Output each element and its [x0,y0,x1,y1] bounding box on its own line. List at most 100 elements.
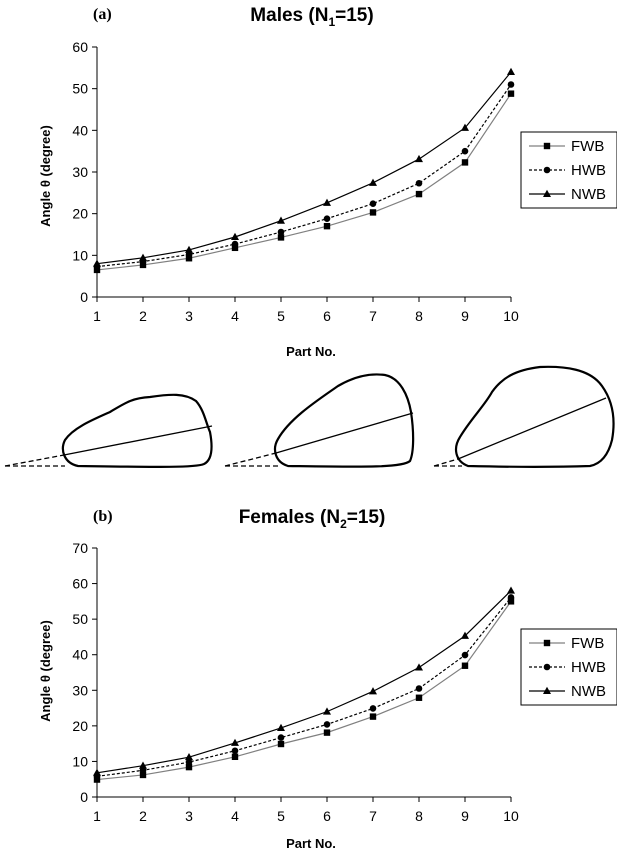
data-point-hwb [369,705,377,712]
legend-label-nwb: NWB [571,683,606,700]
x-tick-label: 8 [415,308,423,324]
x-tick-label: 9 [461,808,469,824]
legend-label-nwb: NWB [571,186,606,203]
data-point-nwb [185,752,193,761]
series-line-hwb [96,84,512,268]
x-tick-label: 3 [185,808,193,824]
y-axis-label-a: Angle θ (degree) [38,125,53,227]
y-tick-label: 30 [72,164,88,180]
extension-dashed [433,458,459,467]
data-point-hwb [323,721,331,728]
data-point-hwb [323,215,331,222]
foot-outline-shape [273,373,415,468]
data-point-fwb [185,255,193,262]
legend-label-hwb: HWB [571,162,606,179]
foot-outline-nwb [433,365,615,468]
x-tick-label: 10 [503,308,519,324]
title-end-a: =15) [335,5,374,26]
ticks-a: 0 10 20 30 40 50 60 1 2 3 4 5 6 7 8 9 10 [72,39,519,324]
title-main-a: Males (N [250,5,328,26]
data-point-fwb [231,753,239,761]
data-point-fwb [415,694,423,701]
data-point-nwb [415,663,423,671]
data-point-hwb [461,147,469,155]
data-point-nwb [231,738,239,746]
y-tick-label: 60 [72,576,88,592]
panel-label-a: (a) [93,6,112,23]
x-axis-label-a: Part No. [286,344,336,359]
legend-label-fwb: FWB [571,635,604,652]
series-b [93,586,515,783]
data-point-fwb [139,261,147,269]
data-point-fwb [507,90,515,97]
x-tick-label: 2 [139,808,147,824]
data-point-fwb [415,190,423,198]
legend-a: FWB HWB NWB [520,131,617,209]
data-point-nwb [323,707,331,715]
legend-marker-nwb [543,189,551,197]
y-tick-label: 20 [72,206,88,222]
y-tick-label: 10 [72,247,88,263]
data-point-nwb [93,768,101,776]
angle-line [275,412,414,454]
y-tick-label: 0 [80,789,88,805]
x-tick-label: 1 [93,808,101,824]
x-tick-label: 7 [369,808,377,824]
y-tick-label: 30 [72,682,88,698]
data-point-nwb [461,631,469,639]
x-tick-label: 4 [231,308,239,324]
data-point-nwb [277,216,285,224]
angle-line [457,397,607,460]
data-point-hwb [461,651,469,659]
title-sub-a: 1 [328,15,335,29]
extension-dashed [4,454,65,467]
foot-outline-shape [61,393,213,468]
data-point-nwb [461,123,469,131]
x-tick-label: 5 [277,808,285,824]
data-point-hwb [231,747,239,755]
data-point-hwb [415,179,423,187]
data-point-fwb [139,771,147,779]
y-tick-label: 10 [72,753,88,769]
title-main-b: Females (N [239,507,340,528]
data-point-fwb [185,763,193,771]
data-point-nwb [139,253,147,261]
foot-outline-fwb [4,393,213,468]
series-line-fwb [96,601,512,781]
data-point-nwb [507,586,515,594]
data-point-nwb [93,259,101,267]
x-axis-label-b: Part No. [286,836,336,851]
data-point-nwb [369,687,377,695]
legend-marker-nwb [543,686,551,694]
x-tick-label: 3 [185,308,193,324]
y-tick-label: 50 [72,81,88,97]
extension-dashed [224,452,277,467]
ticks-b: 0 10 20 30 40 50 60 70 1 2 3 4 5 6 7 8 9 10 [72,540,519,824]
legend-label-hwb: HWB [571,659,606,676]
data-point-hwb [415,685,423,692]
data-point-nwb [507,67,515,75]
data-point-fwb [369,713,377,720]
data-point-nwb [139,761,147,769]
data-point-nwb [185,245,193,253]
series-a [93,67,515,274]
legend-label-fwb: FWB [571,138,604,155]
legend-b: FWB HWB NWB [520,628,617,706]
data-point-fwb [277,234,285,241]
legend-marker-hwb [543,166,551,174]
series-line-hwb [96,597,512,777]
legend-marker-hwb [543,663,551,671]
x-tick-label: 7 [369,308,377,324]
data-point-hwb [369,200,377,207]
foot-outline-hwb [224,373,415,468]
data-point-fwb [461,662,469,669]
series-line-nwb [96,71,512,265]
y-tick-label: 0 [80,289,88,305]
data-point-fwb [369,209,377,216]
data-point-hwb [507,81,515,88]
x-tick-label: 4 [231,808,239,824]
y-tick-label: 40 [72,647,88,663]
